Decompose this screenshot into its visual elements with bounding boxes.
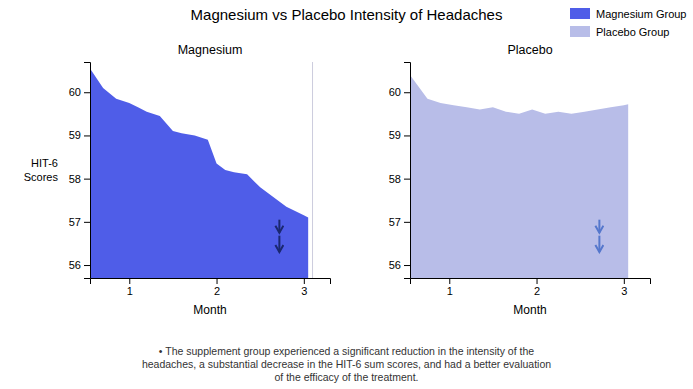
y-tick-label: 60: [389, 86, 401, 98]
x-axis-line: [411, 279, 651, 285]
y-tick: 60: [69, 86, 90, 98]
y-tick-label: 59: [69, 129, 81, 141]
x-tick: 3: [621, 278, 627, 297]
legend: Magnesium Group Placebo Group: [570, 8, 687, 38]
y-tick-label: 57: [389, 216, 401, 228]
x-tick-mark: [129, 278, 130, 284]
x-tick-label: 1: [447, 285, 453, 297]
x-axis-line: [91, 279, 331, 285]
area: [90, 68, 308, 278]
y-axis: 56 57 58 59 60: [69, 63, 91, 279]
y-tick-mark: [84, 222, 90, 223]
x-tick: 1: [447, 278, 453, 297]
subplot-title: Magnesium: [178, 43, 243, 57]
y-tick: 60: [389, 86, 410, 98]
y-tick-label: 59: [389, 129, 401, 141]
x-tick-mark: [624, 278, 625, 284]
subplot: 1 2 3 56 57 58 59 60 Magnesium Month HIT-6Scores: [24, 43, 331, 317]
x-tick-mark: [449, 278, 450, 284]
subplot: 1 2 3 56 57 58 59 60 Placebo Month: [389, 43, 651, 317]
vertical-line: [312, 62, 313, 278]
y-tick: 57: [69, 216, 90, 228]
y-tick: 59: [389, 129, 410, 141]
y-tick: 56: [69, 259, 90, 271]
subtitle: • The supplement group experienced a sig…: [142, 345, 551, 383]
y-tick-mark: [404, 222, 410, 223]
y-tick-mark: [84, 92, 90, 93]
x-tick-label: 2: [214, 285, 220, 297]
legend-swatch: [570, 26, 590, 37]
y-tick-mark: [404, 265, 410, 266]
y-tick: 56: [389, 259, 410, 271]
y-tick-label: 58: [69, 173, 81, 185]
y-tick-label: 56: [69, 259, 81, 271]
y-tick-mark: [404, 135, 410, 136]
y-tick: 58: [389, 173, 410, 185]
y-tick-mark: [84, 265, 90, 266]
y-tick-mark: [84, 135, 90, 136]
y-tick: 59: [69, 129, 90, 141]
x-tick: 1: [127, 278, 133, 297]
y-tick-mark: [404, 179, 410, 180]
title: Magnesium vs Placebo Intensity of Headac…: [191, 6, 503, 23]
y-axis-title: HIT-6Scores: [24, 157, 59, 183]
x-axis-title: Month: [193, 303, 226, 317]
x-tick-label: 1: [127, 285, 133, 297]
plot-area: [410, 75, 628, 278]
arrow: [278, 236, 280, 252]
x-tick-mark: [537, 278, 538, 284]
arrow: [598, 236, 600, 252]
x-tick-label: 2: [534, 285, 540, 297]
y-axis-line: [84, 63, 91, 279]
legend-label: Placebo Group: [596, 26, 669, 38]
y-axis-line: [404, 63, 411, 279]
x-tick-label: 3: [621, 285, 627, 297]
subplot-title: Placebo: [507, 43, 552, 57]
chart-svg: Magnesium vs Placebo Intensity of Headac…: [0, 0, 693, 389]
y-tick-label: 57: [69, 216, 81, 228]
x-tick-mark: [217, 278, 218, 284]
arrow: [278, 220, 280, 233]
legend-swatch: [570, 8, 590, 19]
x-tick: 2: [534, 278, 540, 297]
y-tick-label: 58: [389, 173, 401, 185]
x-axis-title: Month: [513, 303, 546, 317]
arrow: [598, 220, 600, 233]
x-axis: 1 2 3: [411, 278, 651, 297]
y-tick-label: 60: [69, 86, 81, 98]
x-axis: 1 2 3: [91, 278, 331, 297]
y-tick-mark: [84, 179, 90, 180]
plot-area: [90, 62, 313, 278]
y-tick: 57: [389, 216, 410, 228]
legend-item: Placebo Group: [570, 26, 669, 38]
y-axis: 56 57 58 59 60: [389, 63, 411, 279]
y-tick: 58: [69, 173, 90, 185]
x-tick: 3: [301, 278, 307, 297]
x-tick-label: 3: [301, 285, 307, 297]
x-tick: 2: [214, 278, 220, 297]
legend-item: Magnesium Group: [570, 8, 687, 20]
x-tick-mark: [304, 278, 305, 284]
area: [410, 75, 628, 278]
y-tick-label: 56: [389, 259, 401, 271]
legend-label: Magnesium Group: [596, 8, 687, 20]
y-tick-mark: [404, 92, 410, 93]
